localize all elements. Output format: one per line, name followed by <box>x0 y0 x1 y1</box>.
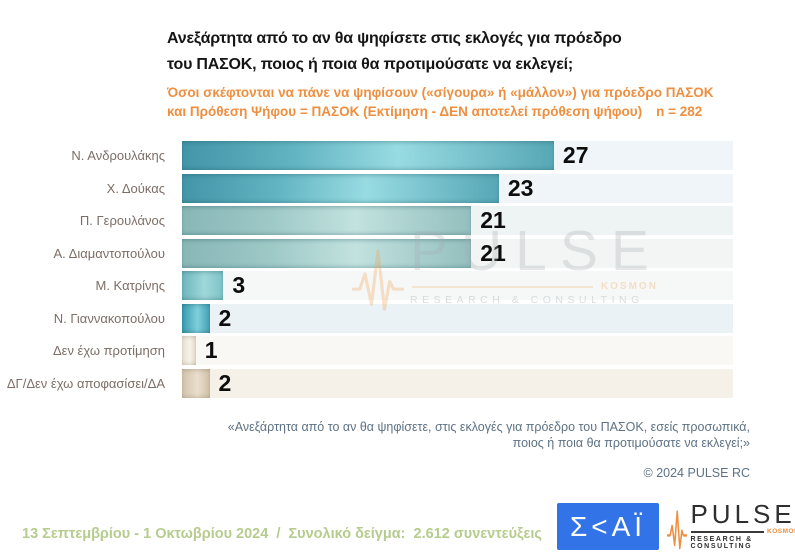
category-label: Α. Διαμαντοπούλου <box>53 245 165 261</box>
chart-row: Μ. Κατρίνης 3 <box>0 271 733 300</box>
question-quote: «Ανεξάρτητα από το αν θα ψηφίσετε, στις … <box>228 419 750 451</box>
header: Ανεξάρτητα από το αν θα ψηφίσετε στις εκ… <box>167 26 777 121</box>
bar-track: 21 <box>182 206 733 235</box>
value-label: 3 <box>232 272 246 298</box>
bar-chart-rows: Ν. Ανδρουλάκης 27 Χ. Δούκας 23 Π. Γερουλάνος… <box>0 141 733 398</box>
bar-track: 2 <box>182 303 733 333</box>
value-label: 21 <box>480 207 506 233</box>
value-label: 1 <box>204 337 218 363</box>
bar <box>182 336 196 365</box>
category-label: Δεν έχω προτίμηση <box>52 343 165 358</box>
chart-row: ΔΓ/Δεν έχω αποφασίσει/ΔΑ 2 <box>0 368 733 398</box>
chart-row: Α. Διαμαντοπούλου 21 <box>0 238 733 268</box>
chart-row: Δεν έχω προτίμηση 1 <box>0 336 733 365</box>
bar-chart: Ν. Ανδρουλάκης 27 Χ. Δούκας 23 Π. Γερουλάνος… <box>0 141 733 401</box>
bar-track: 23 <box>182 173 733 203</box>
chart-row: Ν. Ανδρουλάκης 27 <box>0 141 733 170</box>
category-label: Ν. Γιαννακοπούλου <box>53 310 165 326</box>
bar <box>182 206 472 235</box>
value-label: 23 <box>507 174 534 201</box>
category-label: Χ. Δούκας <box>106 180 165 196</box>
bar-track: 2 <box>182 368 733 398</box>
category-label: Ν. Ανδρουλάκης <box>71 148 165 163</box>
bar-track: 1 <box>182 336 733 365</box>
category-label: ΔΓ/Δεν έχω αποφασίσει/ΔΑ <box>6 375 165 391</box>
chart-subtitle-line1: Όσοι σκέφτονται να πάνε να ψηφίσουν («σί… <box>167 85 714 100</box>
value-label: 27 <box>562 142 589 168</box>
pulse-logo-divider: KOSMON <box>691 528 795 535</box>
category-label: Μ. Κατρίνης <box>95 278 166 293</box>
value-label: 21 <box>480 239 506 266</box>
skai-logo: Σ<ΑΪ <box>557 503 659 550</box>
chart-title-line1: Ανεξάρτητα από το αν θα ψηφίσετε στις εκ… <box>167 30 622 47</box>
question-quote-line1: «Ανεξάρτητα από το αν θα ψηφίσετε, στις … <box>227 420 750 434</box>
pulse-logo-rule <box>691 530 765 533</box>
pulse-logo-subbrand: KOSMON <box>767 528 795 535</box>
bar-track: 3 <box>182 271 733 300</box>
bar <box>182 238 472 268</box>
chart-subtitle: Όσοι σκέφτονται να πάνε να ψηφίσουν («σί… <box>167 83 777 121</box>
bar-track: 27 <box>182 141 733 170</box>
sample-size-note: n = 282 <box>656 104 703 119</box>
chart-title: Ανεξάρτητα από το αν θα ψηφίσετε στις εκ… <box>167 26 777 78</box>
bar <box>182 141 554 170</box>
pulse-logo-tagline: RESEARCH & CONSULTING <box>690 536 753 550</box>
skai-logo-text: Σ<ΑΪ <box>569 510 647 542</box>
pulse-logo: PULSE KOSMON RESEARCH & CONSULTING <box>667 501 795 553</box>
chart-row: Ν. Γιαννακοπούλου 2 <box>0 303 733 333</box>
copyright-note: © 2024 PULSE RC <box>643 466 750 480</box>
pulse-logo-waveform-icon <box>667 510 688 550</box>
bar <box>182 303 210 333</box>
pulse-logo-text: PULSE KOSMON RESEARCH & CONSULTING <box>690 501 795 553</box>
bar <box>182 173 499 203</box>
chart-subtitle-line2: και Πρόθεση Ψήφου = ΠΑΣΟΚ (Εκτίμηση - ΔΕ… <box>167 104 643 119</box>
value-label: 2 <box>218 304 232 331</box>
fieldwork-note: 13 Σεπτεμβρίου - 1 Οκτωβρίου 2024 / Συνο… <box>22 526 542 542</box>
chart-row: Π. Γερουλάνος 21 <box>0 206 733 235</box>
bar <box>182 271 224 300</box>
pulse-logo-brand: PULSE <box>690 499 795 529</box>
category-label: Π. Γερουλάνος <box>79 213 165 228</box>
bar-track: 21 <box>182 238 733 268</box>
value-label: 2 <box>218 369 232 396</box>
bar <box>182 368 210 398</box>
chart-title-line2: του ΠΑΣΟΚ, ποιος ή ποια θα προτιμούσατε … <box>167 56 573 73</box>
chart-row: Χ. Δούκας 23 <box>0 173 733 203</box>
question-quote-line2: ποιος ή ποια θα προτιμούσατε να εκλεγεί;… <box>512 436 750 450</box>
